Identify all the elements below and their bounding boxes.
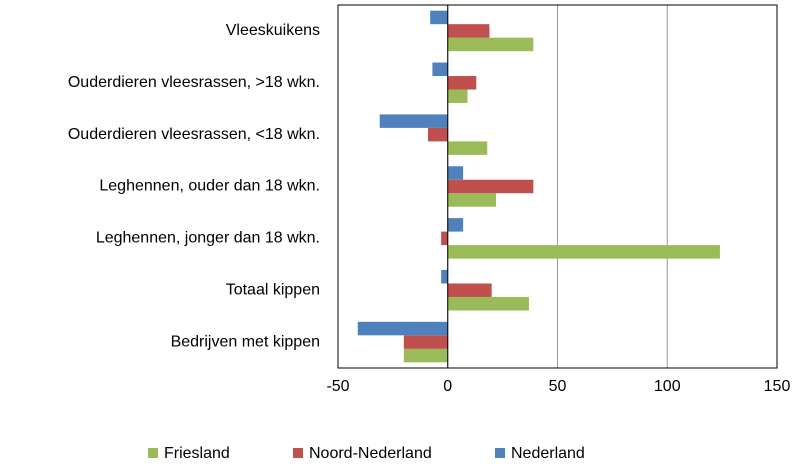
x-tick-label: 0 (443, 378, 452, 395)
y-tick-label: Ouderdieren vleesrassen, <18 wkn. (68, 126, 320, 143)
y-tick-label: Vleeskuikens (226, 22, 320, 39)
bar (379, 114, 448, 128)
legend-label: Noord-Nederland (309, 445, 432, 462)
bar (357, 321, 448, 336)
y-tick-label: Bedrijven met kippen (171, 333, 320, 350)
bar (430, 10, 448, 25)
bar (447, 283, 492, 297)
bar (447, 218, 464, 232)
bar (403, 348, 448, 363)
bar (447, 37, 534, 52)
bar (447, 193, 497, 207)
x-tick-label: 50 (549, 378, 567, 395)
bar (447, 296, 529, 311)
bar (447, 24, 490, 38)
bar (447, 89, 468, 104)
bar (447, 141, 488, 155)
x-tick-label: 100 (654, 378, 681, 395)
y-tick-label: Ouderdieren vleesrassen, >18 wkn. (68, 74, 320, 91)
bar (441, 269, 448, 284)
y-tick-label: Totaal kippen (226, 281, 320, 298)
x-tick-label: 150 (764, 378, 791, 395)
legend-swatch (293, 448, 303, 458)
bar (447, 166, 464, 180)
bar (447, 179, 534, 194)
y-tick-label: Leghennen, jonger dan 18 wkn. (96, 230, 320, 247)
x-tick-label: -50 (326, 378, 349, 395)
legend-label: Nederland (511, 445, 585, 462)
bar (403, 335, 448, 349)
legend-swatch (148, 448, 158, 458)
bar (432, 62, 448, 77)
y-tick-label: Leghennen, ouder dan 18 wkn. (99, 178, 320, 195)
legend-label: Friesland (164, 445, 230, 462)
bar (427, 127, 448, 142)
bar (447, 245, 720, 259)
bar (441, 231, 448, 246)
plot-border (337, 4, 778, 369)
bar (447, 76, 477, 90)
legend-swatch (495, 448, 505, 458)
